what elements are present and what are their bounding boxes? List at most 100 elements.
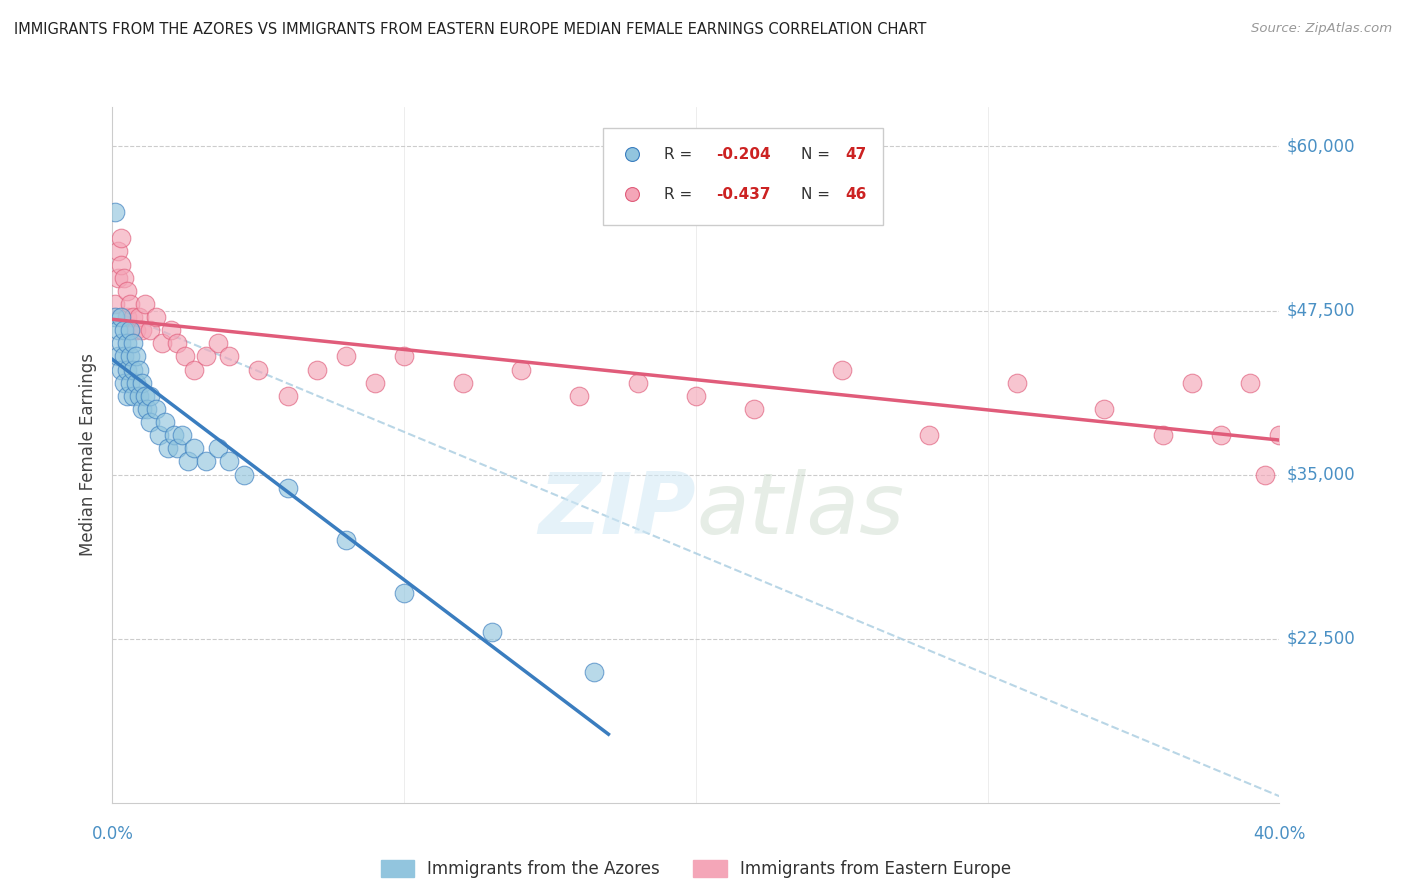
Text: atlas: atlas [696,469,904,552]
Point [183,442,205,456]
Point [568,389,591,403]
Point [110,258,132,272]
Point [131,323,153,337]
Point [194,350,217,364]
Point [110,362,132,376]
Point [128,362,150,376]
Point [166,442,188,456]
Text: N =: N = [801,147,835,161]
Point [194,454,217,468]
Point [218,454,240,468]
Point [115,389,138,403]
Point [1005,376,1028,390]
Point [134,389,156,403]
Text: -0.204: -0.204 [716,147,770,161]
Point [509,362,531,376]
Point [112,376,135,390]
Point [131,401,153,416]
Text: IMMIGRANTS FROM THE AZORES VS IMMIGRANTS FROM EASTERN EUROPE MEDIAN FEMALE EARNI: IMMIGRANTS FROM THE AZORES VS IMMIGRANTS… [14,22,927,37]
Point [1152,428,1174,442]
Point [125,323,148,337]
Point [918,428,941,442]
Text: $22,500: $22,500 [1286,630,1355,648]
Point [232,467,254,482]
Point [112,323,135,337]
Point [104,310,127,324]
Point [125,376,148,390]
Point [118,376,141,390]
Point [172,428,194,442]
Point [104,205,127,219]
Point [107,350,129,364]
Text: 47: 47 [845,147,866,161]
Point [364,376,387,390]
Point [107,323,129,337]
Point [139,323,162,337]
Point [166,336,188,351]
Text: R =: R = [665,147,697,161]
Point [183,362,205,376]
Point [115,336,138,351]
Point [112,270,135,285]
Point [392,350,416,364]
Point [153,415,176,429]
Point [110,231,132,245]
Point [392,586,416,600]
Point [1181,376,1204,390]
Point [107,270,129,285]
Point [145,310,167,324]
Point [122,310,145,324]
Point [107,244,129,259]
Text: $47,500: $47,500 [1286,301,1355,319]
Point [218,350,240,364]
Point [276,481,298,495]
Point [139,389,162,403]
Point [1239,376,1261,390]
Text: 46: 46 [845,186,866,202]
Point [481,625,503,640]
Point [831,362,853,376]
Point [122,336,145,351]
Point [742,401,765,416]
Point [104,297,127,311]
Point [335,350,357,364]
Point [115,310,138,324]
Point [1268,428,1291,442]
Legend: Immigrants from the Azores, Immigrants from Eastern Europe: Immigrants from the Azores, Immigrants f… [374,854,1018,885]
Point [160,323,183,337]
FancyBboxPatch shape [603,128,883,226]
Point [177,454,200,468]
Point [145,401,167,416]
Point [128,389,150,403]
Point [247,362,270,376]
Text: $60,000: $60,000 [1286,137,1355,155]
Text: ZIP: ZIP [538,469,696,552]
Point [118,350,141,364]
Point [1254,467,1277,482]
Point [207,442,229,456]
Point [626,376,648,390]
Point [131,376,153,390]
Text: N =: N = [801,186,835,202]
Point [118,297,141,311]
Point [110,336,132,351]
Point [134,297,156,311]
Point [125,350,148,364]
Point [118,323,141,337]
Point [1092,401,1115,416]
Point [115,284,138,298]
Point [163,428,186,442]
Point [451,376,474,390]
Point [582,665,605,679]
Point [685,389,707,403]
Point [148,428,170,442]
Point [128,310,150,324]
Point [174,350,197,364]
Text: R =: R = [665,186,697,202]
Point [112,350,135,364]
Point [136,401,159,416]
Point [156,442,179,456]
Y-axis label: Median Female Earnings: Median Female Earnings [79,353,97,557]
Point [110,310,132,324]
Point [305,362,328,376]
